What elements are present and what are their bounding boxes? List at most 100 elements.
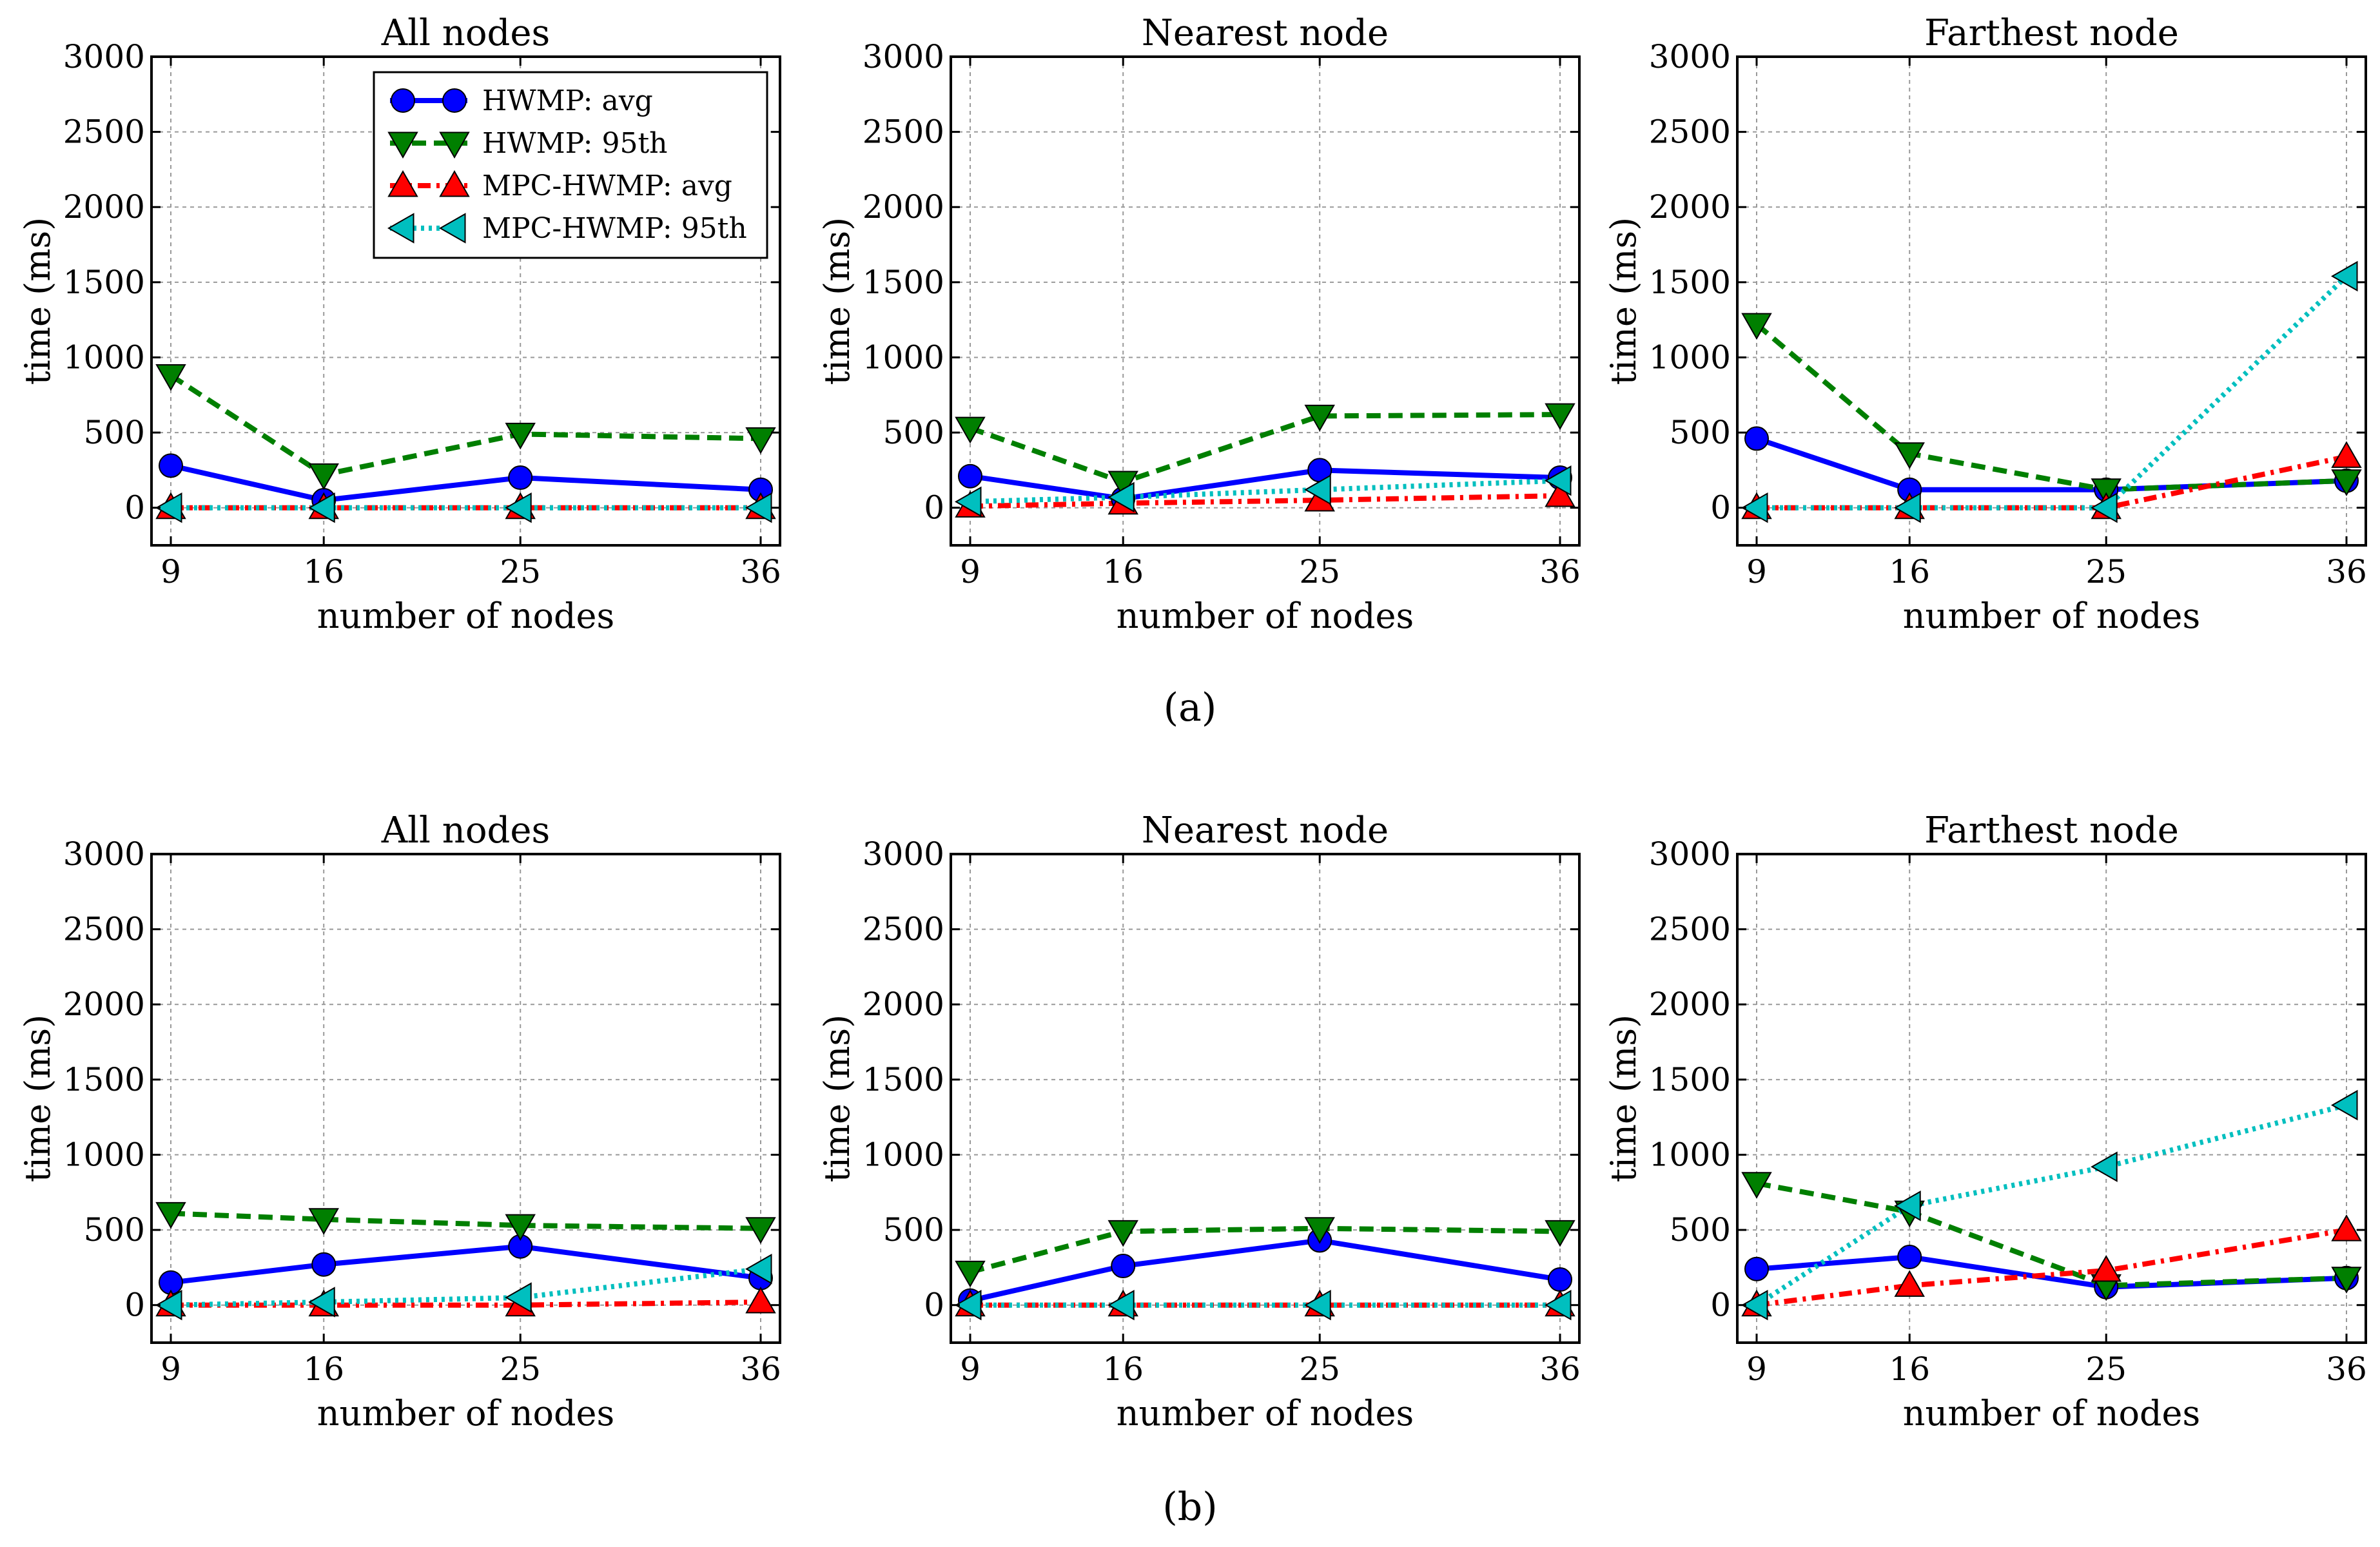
data-point-b-1-1-2 xyxy=(1304,1217,1335,1244)
series-line-b-1-1 xyxy=(969,1225,1561,1275)
xtick-label-b-0-3: 36 xyxy=(740,1350,781,1388)
data-point-b-1-1-1 xyxy=(1107,1220,1138,1247)
data-point-b-1-3-2 xyxy=(1304,1289,1331,1321)
plot-frame-a-1 xyxy=(950,55,1581,547)
series-line-b-0-1 xyxy=(170,1211,761,1231)
ytick-label-a-0-6: 3000 xyxy=(63,38,145,75)
ytick-label-b-2-1: 500 xyxy=(1670,1211,1731,1249)
data-point-a-2-1-1 xyxy=(1894,442,1925,469)
data-point-b-1-1-3 xyxy=(1545,1220,1575,1247)
data-point-a-1-0-0 xyxy=(958,463,982,489)
series-line-a-0-1 xyxy=(169,373,761,478)
figure-label-a: (a) xyxy=(1164,685,1217,730)
xtick-label-a-2-0: 9 xyxy=(1746,553,1767,590)
ytick-label-a-1-6: 3000 xyxy=(863,38,944,75)
data-point-a-2-1-0 xyxy=(1741,313,1772,340)
series-line-a-1-2 xyxy=(970,493,1561,509)
plot-frame-b-0 xyxy=(150,853,781,1344)
ytick-label-b-0-4: 2000 xyxy=(63,986,145,1023)
plot-frame-a-0 xyxy=(150,55,781,547)
chart-panel-b-1: 0 500 1000 1500 2000 2500 3000 9 16 25 36 Nearest n… xyxy=(817,810,1581,1434)
ytick-label-b-1-4: 2000 xyxy=(863,986,944,1023)
panel-title-a-1: Nearest node xyxy=(1142,12,1389,54)
xtick-label-a-0-1: 16 xyxy=(303,553,344,590)
xtick-label-a-2-3: 36 xyxy=(2326,553,2367,590)
data-point-a-1-3-0 xyxy=(954,486,982,518)
series-line-a-1-1 xyxy=(969,412,1561,485)
y-axis-label-a-1: time (ms) xyxy=(817,217,857,385)
data-point-b-1-1-0 xyxy=(955,1260,986,1288)
ytick-label-a-2-5: 2500 xyxy=(1649,113,1731,151)
panel-title-a-2: Farthest node xyxy=(1924,12,2179,54)
chart-panel-a-0: 0 500 1000 1500 2000 2500 3000 9 16 25 36 All nodes… xyxy=(17,12,781,636)
series-line-b-1-0 xyxy=(970,1238,1561,1303)
xtick-label-b-0-2: 25 xyxy=(500,1350,541,1388)
legend-marker-start-2 xyxy=(387,170,418,197)
x-axis-label-b-0: number of nodes xyxy=(317,1393,614,1434)
ytick-label-b-0-3: 1500 xyxy=(63,1061,145,1098)
ytick-label-a-0-1: 500 xyxy=(84,414,145,451)
ytick-label-b-0-2: 1000 xyxy=(63,1136,145,1173)
data-point-b-2-1-0 xyxy=(1741,1172,1772,1199)
xtick-label-b-1-0: 9 xyxy=(960,1350,980,1388)
data-point-a-0-0-0 xyxy=(159,453,183,478)
data-point-a-2-1-2 xyxy=(2091,478,2122,505)
x-axis-label-a-0: number of nodes xyxy=(317,596,614,636)
legend-marker-start-3 xyxy=(387,213,415,244)
x-axis-label-a-1: number of nodes xyxy=(1117,596,1414,636)
ytick-label-a-0-0: 0 xyxy=(124,489,145,527)
data-point-b-0-0-1 xyxy=(311,1252,337,1277)
data-point-b-2-1-3 xyxy=(2331,1267,2362,1294)
y-axis-label-a-2: time (ms) xyxy=(1603,217,1644,385)
xtick-label-a-2-1: 16 xyxy=(1889,553,1930,590)
legend-marker-end-3 xyxy=(438,213,466,244)
ytick-label-a-1-3: 1500 xyxy=(863,264,944,301)
data-point-a-2-3-1 xyxy=(1894,492,1921,523)
data-point-a-1-1-2 xyxy=(1304,404,1335,432)
y-axis-label-b-2: time (ms) xyxy=(1603,1015,1644,1182)
ytick-label-a-2-6: 3000 xyxy=(1649,38,1731,75)
panel-title-b-0: All nodes xyxy=(381,810,551,851)
figure-label-b: (b) xyxy=(1162,1484,1217,1530)
plot-frame-a-2 xyxy=(1736,55,2367,547)
legend-marker-end-2 xyxy=(439,170,470,197)
plot-frame-b-2 xyxy=(1736,853,2367,1344)
ytick-label-b-2-2: 1000 xyxy=(1649,1136,1731,1173)
legend: HWMP: avg HWMP: 95th MPC-HWMP: avg MPC-HWMP… xyxy=(373,71,768,259)
data-point-a-0-3-2 xyxy=(505,492,532,523)
data-point-b-0-2-3 xyxy=(745,1287,776,1314)
data-point-a-1-3-2 xyxy=(1304,474,1331,505)
chart-panel-b-0: 0 500 1000 1500 2000 2500 3000 9 16 25 36 All nodes… xyxy=(17,810,781,1434)
series-line-b-2-1 xyxy=(1756,1180,2347,1289)
data-point-b-0-3-0 xyxy=(155,1289,182,1321)
y-axis-label-b-0: time (ms) xyxy=(17,1015,58,1182)
data-point-b-2-2-1 xyxy=(1894,1270,1925,1297)
data-point-b-1-3-1 xyxy=(1107,1289,1135,1321)
data-point-a-0-3-0 xyxy=(155,492,182,523)
data-point-b-0-3-1 xyxy=(308,1287,335,1318)
xtick-label-a-1-2: 25 xyxy=(1299,553,1340,590)
data-point-b-2-3-3 xyxy=(2330,1089,2358,1121)
data-point-a-0-1-3 xyxy=(745,427,776,454)
xtick-label-a-0-0: 9 xyxy=(161,553,181,590)
panel-title-a-0: All nodes xyxy=(381,12,551,54)
data-point-a-0-1-1 xyxy=(308,463,339,491)
data-point-b-0-3-2 xyxy=(505,1282,532,1313)
data-point-a-0-1-0 xyxy=(155,364,186,391)
xtick-label-a-2-2: 25 xyxy=(2085,553,2127,590)
legend-marker-start-1 xyxy=(387,131,418,159)
ytick-label-b-0-0: 0 xyxy=(124,1287,145,1324)
data-point-a-1-1-1 xyxy=(1107,471,1138,498)
data-point-a-2-3-0 xyxy=(1741,492,1768,523)
xtick-label-b-1-3: 36 xyxy=(1539,1350,1581,1388)
xtick-label-b-0-0: 9 xyxy=(161,1350,181,1388)
data-point-a-0-0-2 xyxy=(508,465,533,491)
series-line-a-1-0 xyxy=(970,467,1561,501)
data-point-a-1-2-3 xyxy=(1545,480,1575,507)
xtick-label-a-1-1: 16 xyxy=(1102,553,1144,590)
ytick-label-b-1-1: 500 xyxy=(883,1211,944,1249)
data-point-b-1-0-3 xyxy=(1548,1267,1572,1292)
data-point-b-2-2-3 xyxy=(2331,1214,2362,1241)
data-point-a-0-3-1 xyxy=(308,492,335,523)
